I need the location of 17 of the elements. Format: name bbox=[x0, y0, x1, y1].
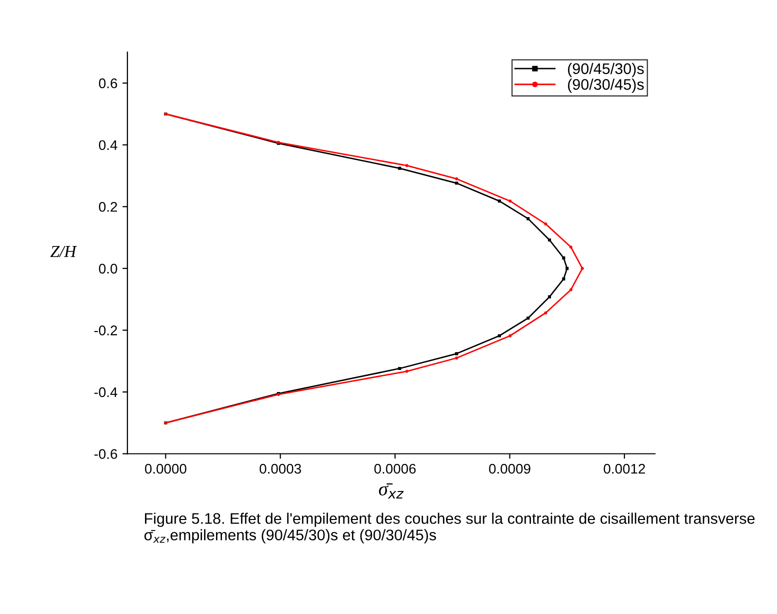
legend-label: (90/45/30)s bbox=[568, 62, 644, 78]
y-tick-label: -0.6 bbox=[94, 449, 118, 459]
y-tick-label: 0.6 bbox=[98, 78, 118, 88]
x-tick-label: 0.0009 bbox=[489, 464, 530, 474]
y-tick-label: 0.4 bbox=[98, 140, 118, 150]
y-tick-label: 0.0 bbox=[98, 264, 118, 274]
caption: Figure 5.18. Effet de l'empilement des couches sur la contrainte de cisaillement transverse σ̄$_{xz}$,empilements (90/45/30)s et (90/30/45)s bbox=[144, 512, 755, 544]
y-tick-label: -0.4 bbox=[94, 387, 118, 398]
legend-label: (90/30/45)s bbox=[568, 78, 644, 93]
x-tick-label: 0.0000 bbox=[144, 464, 186, 474]
y-tick-label: 0.2 bbox=[98, 202, 118, 212]
y-axis-title: Z/H bbox=[50, 246, 77, 258]
x-tick-label: 0.0006 bbox=[374, 464, 416, 474]
y-tick-label: -0.2 bbox=[94, 326, 118, 336]
x-tick-label: 0.0003 bbox=[260, 464, 301, 474]
x-axis-title: σ̄$_{xz}$ bbox=[378, 483, 404, 498]
x-tick-label: 0.0012 bbox=[604, 464, 645, 474]
